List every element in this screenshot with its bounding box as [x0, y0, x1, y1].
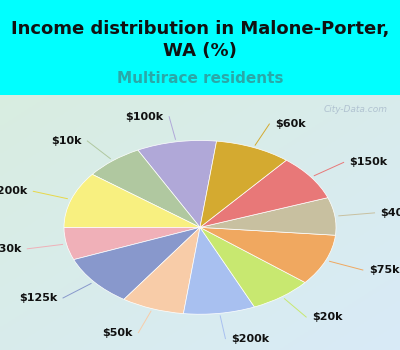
Wedge shape: [200, 198, 336, 235]
Wedge shape: [184, 228, 254, 314]
Text: $40k: $40k: [380, 208, 400, 218]
Wedge shape: [64, 228, 200, 260]
Wedge shape: [74, 228, 200, 299]
Wedge shape: [200, 228, 305, 307]
Text: $50k: $50k: [102, 328, 132, 338]
Text: $20k: $20k: [312, 312, 343, 322]
Text: Income distribution in Malone-Porter,
WA (%): Income distribution in Malone-Porter, WA…: [11, 20, 389, 60]
Text: $10k: $10k: [51, 136, 81, 146]
Wedge shape: [138, 140, 216, 228]
Text: $150k: $150k: [350, 158, 388, 167]
Wedge shape: [200, 228, 336, 282]
Wedge shape: [200, 141, 286, 228]
Text: City-Data.com: City-Data.com: [324, 105, 388, 114]
Wedge shape: [124, 228, 200, 314]
Text: $30k: $30k: [0, 244, 21, 254]
Text: $75k: $75k: [369, 265, 399, 275]
Wedge shape: [64, 174, 200, 228]
Text: $100k: $100k: [125, 112, 163, 122]
Wedge shape: [92, 150, 200, 228]
Text: $125k: $125k: [19, 293, 57, 303]
Text: > $200k: > $200k: [0, 186, 27, 196]
Text: Multirace residents: Multirace residents: [117, 71, 283, 86]
Text: $60k: $60k: [275, 119, 306, 129]
Text: $200k: $200k: [232, 334, 270, 344]
Wedge shape: [200, 160, 328, 228]
